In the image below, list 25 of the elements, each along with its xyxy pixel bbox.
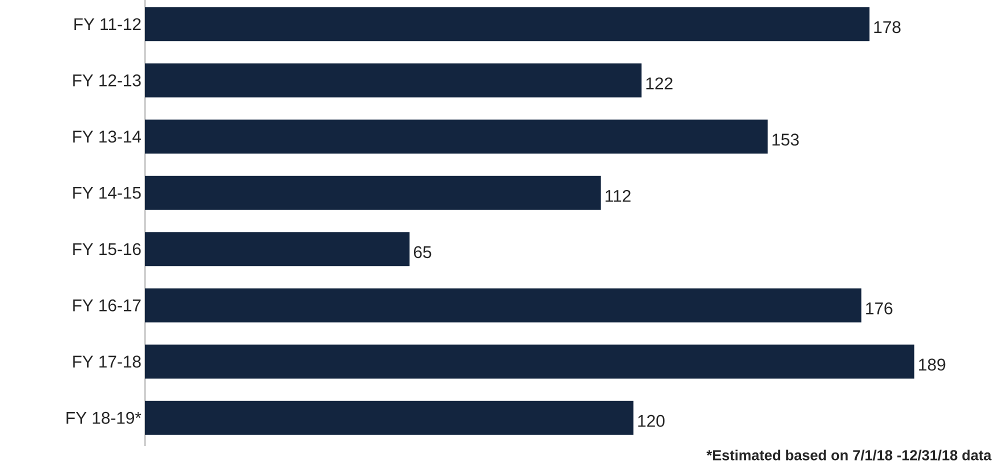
y-tick-label: FY 17-18: [73, 356, 141, 368]
data-label: 120: [638, 414, 665, 427]
data-label: 65: [414, 246, 432, 258]
data-label: 112: [606, 190, 631, 202]
data-label: 178: [874, 21, 901, 34]
bar: [145, 120, 768, 154]
y-tick-label: FY 18-19*: [66, 412, 142, 424]
data-label: 176: [866, 302, 892, 314]
data-label: 122: [646, 77, 672, 90]
bar: [145, 288, 862, 322]
y-tick-label: FY 16-17: [73, 299, 141, 312]
y-tick-label: FY 15-16: [73, 243, 141, 256]
bar: [145, 400, 634, 435]
bar: [145, 176, 601, 210]
data-label: 153: [772, 134, 799, 146]
y-tick-label: FY 13-14: [73, 130, 141, 143]
y-tick-label: FY 12-13: [73, 74, 141, 86]
y-tick-label: FY 14-15: [73, 186, 141, 199]
text: *Estimated based on 7/1/18 -12/31/18 data: [706, 450, 992, 460]
bar: [145, 232, 410, 266]
bar: [145, 344, 914, 379]
data-label: 189: [919, 358, 946, 371]
y-tick-label: FY 11-12: [74, 18, 141, 30]
bar: [145, 7, 870, 42]
bar: [145, 63, 642, 98]
